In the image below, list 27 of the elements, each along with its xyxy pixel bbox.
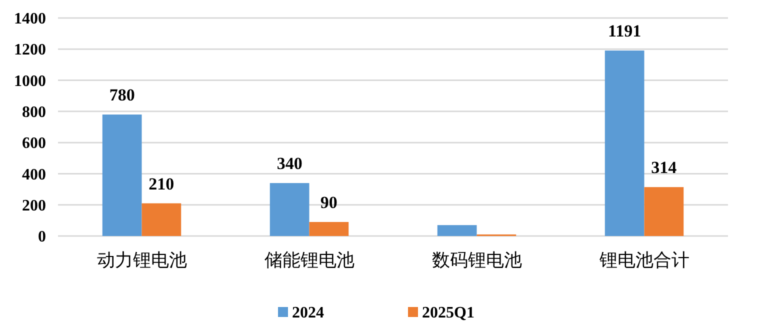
x-tick-label: 储能锂电池 [264, 250, 354, 271]
bar [604, 50, 644, 236]
y-tick-label: 200 [22, 197, 46, 214]
y-tick-label: 800 [22, 104, 46, 122]
x-tick-label: 锂电池合计 [598, 250, 690, 271]
data-label: 90 [320, 192, 338, 212]
y-tick-label: 400 [22, 166, 46, 184]
data-label: 314 [651, 158, 678, 178]
bar [437, 225, 477, 236]
y-tick-label: 600 [22, 135, 46, 152]
data-label: 210 [148, 174, 174, 194]
bar [102, 114, 142, 236]
y-tick-label: 1400 [14, 10, 46, 28]
y-tick-label: 0 [38, 228, 46, 246]
x-tick-label: 数码锂电池 [432, 250, 522, 271]
legend-label: 2024 [292, 304, 324, 322]
bar [309, 222, 349, 236]
y-tick-label: 1200 [14, 42, 46, 59]
x-tick-label: 动力锂电池 [96, 250, 187, 271]
data-label: 780 [109, 86, 135, 105]
y-tick-label: 1000 [14, 72, 46, 90]
data-label: 1191 [608, 22, 642, 41]
legend-label: 2025Q1 [422, 304, 474, 322]
data-label: 340 [276, 154, 302, 174]
bar [270, 183, 310, 236]
bar [644, 187, 684, 236]
bar [142, 203, 182, 236]
